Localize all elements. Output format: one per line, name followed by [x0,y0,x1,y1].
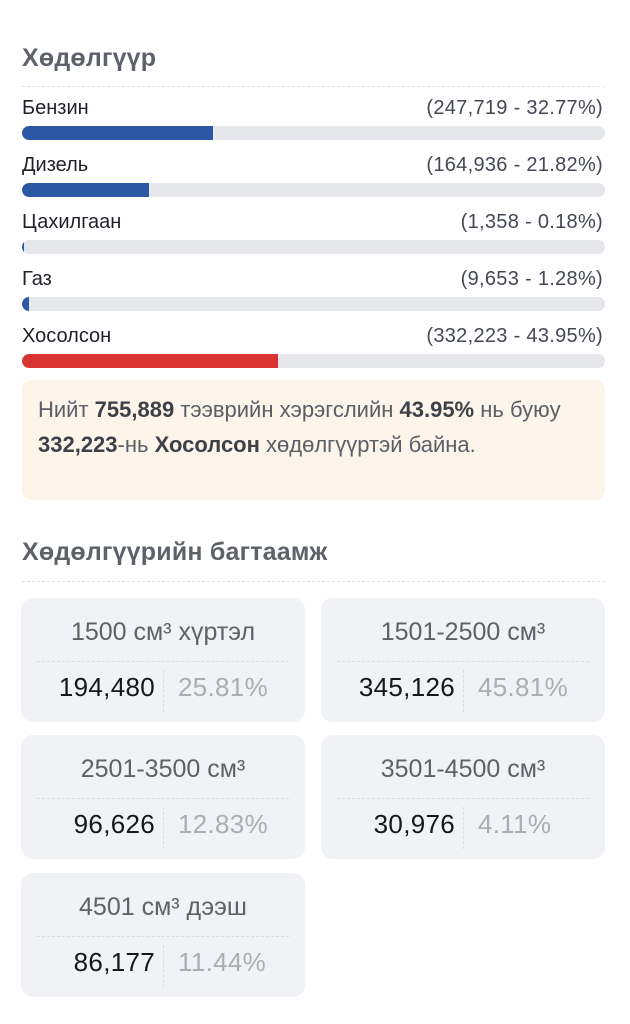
fuel-label: Цахилгаан [22,211,122,233]
card-divider [337,661,589,662]
section-divider [22,581,605,582]
fuel-row-electric: Цахилгаан (1,358 - 0.18%) [22,211,605,261]
card-title: 2501-3500 см³ [80,755,246,783]
summary-text: нь буюу [474,397,561,422]
fuel-label: Бензин [22,97,89,119]
card-divider [163,807,164,849]
fuel-row-hybrid: Хосолсон (332,223 - 43.95%) [22,325,605,375]
fuel-row-diesel: Дизель (164,936 - 21.82%) [22,154,605,204]
card-title: 4501 см³ дээш [79,893,247,921]
card-percent: 4.11% [478,809,552,839]
summary-type: Хосолсон [154,432,260,457]
progress-track [22,183,605,197]
card-count: 30,976 [373,809,455,839]
fuel-value: (164,936 - 21.82%) [426,154,603,176]
card-divider [463,807,464,849]
card-title: 3501-4500 см³ [380,755,546,783]
section-divider [22,86,605,87]
fuel-row-gas: Газ (9,653 - 1.28%) [22,268,605,318]
fuel-row-petrol: Бензин (247,719 - 32.77%) [22,97,605,147]
summary-text: тээврийн хэрэгслийн [174,397,400,422]
capacity-card: 1500 см³ хүртэл 194,480 25.81% [21,598,305,722]
fuel-label: Дизель [22,154,89,176]
capacity-card: 4501 см³ дээш 86,177 11.44% [21,873,305,997]
card-percent: 12.83% [178,809,268,839]
card-count: 96,626 [73,809,155,839]
capacity-section-title: Хөдөлгүүрийн багтаамж [22,538,328,566]
summary-percent: 43.95% [399,397,475,422]
fuel-value: (1,358 - 0.18%) [460,211,603,233]
card-title: 1500 см³ хүртэл [70,618,256,646]
summary-box: Нийт 755,889 тээврийн хэрэгслийн 43.95% … [22,380,605,500]
card-count: 345,126 [358,672,455,702]
summary-total: 755,889 [94,397,175,422]
card-divider [337,798,589,799]
capacity-card: 2501-3500 см³ 96,626 12.83% [21,735,305,859]
engine-section-title: Хөдөлгүүр [22,44,157,72]
fuel-value: (9,653 - 1.28%) [460,268,603,290]
summary-count: 332,223 [38,432,118,457]
progress-track [22,126,605,140]
card-divider [37,798,289,799]
summary-text: Нийт [38,397,95,422]
progress-track [22,240,605,254]
capacity-card: 1501-2500 см³ 345,126 45.81% [321,598,605,722]
fuel-label: Хосолсон [22,325,112,347]
card-percent: 11.44% [178,947,267,977]
progress-fill [22,297,29,311]
progress-fill [22,126,213,140]
card-percent: 45.81% [478,672,568,702]
progress-fill [22,354,278,368]
card-count: 194,480 [58,672,155,702]
card-divider [463,670,464,712]
progress-fill [22,183,149,197]
progress-track [22,297,605,311]
fuel-value: (247,719 - 32.77%) [426,97,603,119]
card-percent: 25.81% [178,672,268,702]
capacity-card: 3501-4500 см³ 30,976 4.11% [321,735,605,859]
card-divider [37,661,289,662]
card-title: 1501-2500 см³ [380,618,546,646]
card-divider [37,936,289,937]
fuel-label: Газ [22,268,52,290]
card-count: 86,177 [73,947,155,977]
card-divider [163,670,164,712]
fuel-value: (332,223 - 43.95%) [426,325,603,347]
progress-track [22,354,605,368]
summary-text: -нь [117,432,155,457]
progress-fill [22,240,24,254]
summary-text: хөдөлгүүртэй байна. [259,432,476,457]
card-divider [163,945,164,987]
